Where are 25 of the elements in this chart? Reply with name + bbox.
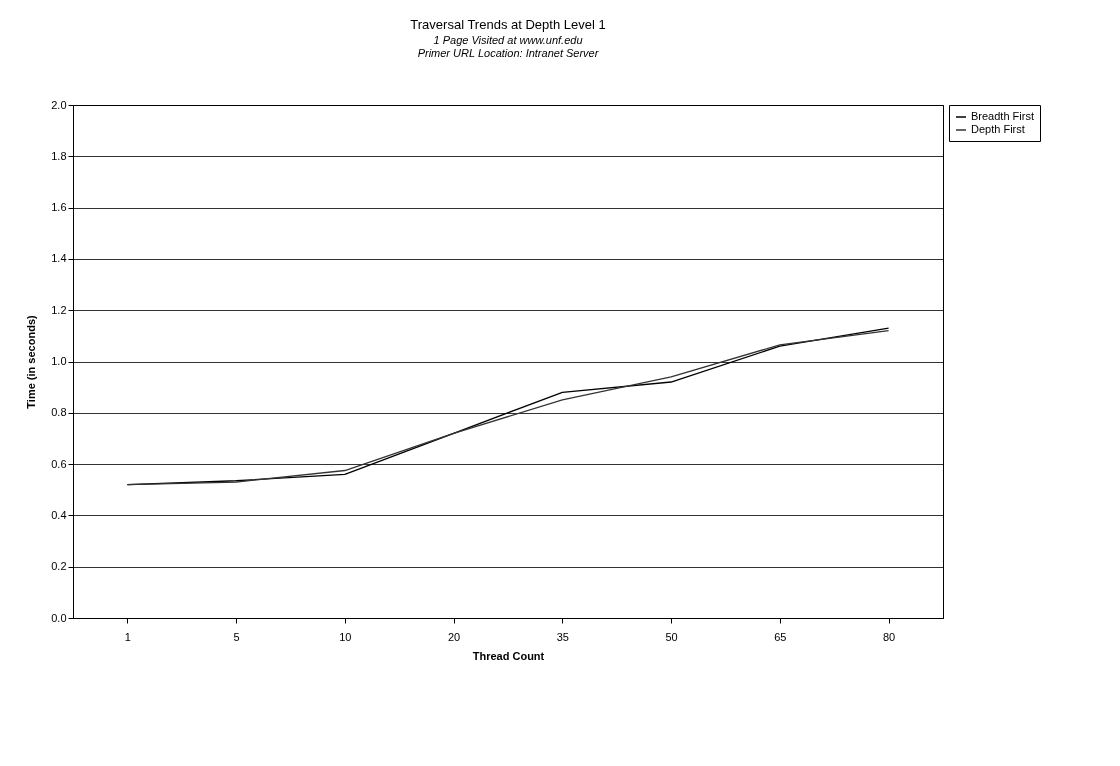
legend-label: Breadth First: [971, 110, 1034, 122]
x-tick-label: 35: [556, 630, 569, 643]
y-tick-label: 1.6: [51, 201, 67, 214]
x-tick-label: 50: [665, 630, 678, 643]
y-tick-label: 2.0: [51, 98, 67, 111]
y-tick-label: 0.4: [51, 508, 67, 521]
y-tick-label: 0.6: [51, 457, 67, 470]
x-tick-label: 65: [774, 630, 787, 643]
chart-subtitle: 1 Page Visited at www.unf.edu Primer URL Location: Intranet Server: [417, 34, 600, 59]
x-tick-label: 20: [448, 630, 461, 643]
x-tick-label: 1: [124, 630, 131, 643]
y-tick-label: 0.8: [51, 406, 67, 419]
x-tick-label: 10: [339, 630, 352, 643]
y-axis-title: Time (in seconds): [25, 315, 38, 409]
x-tick-label: 5: [233, 630, 240, 643]
y-tick-label: 1.0: [51, 355, 67, 367]
y-tick-label: 1.8: [51, 149, 67, 162]
legend-label: Depth First: [971, 123, 1025, 135]
y-tick-label: 1.4: [51, 252, 67, 265]
x-tick-label: 80: [883, 630, 896, 643]
y-tick-label: 0.2: [51, 560, 67, 573]
x-axis-title: Thread Count: [472, 649, 545, 662]
y-tick-label: 0.0: [51, 611, 67, 624]
y-tick-label: 1.2: [51, 303, 67, 316]
chart-title: Traversal Trends at Depth Level 1: [410, 17, 606, 32]
